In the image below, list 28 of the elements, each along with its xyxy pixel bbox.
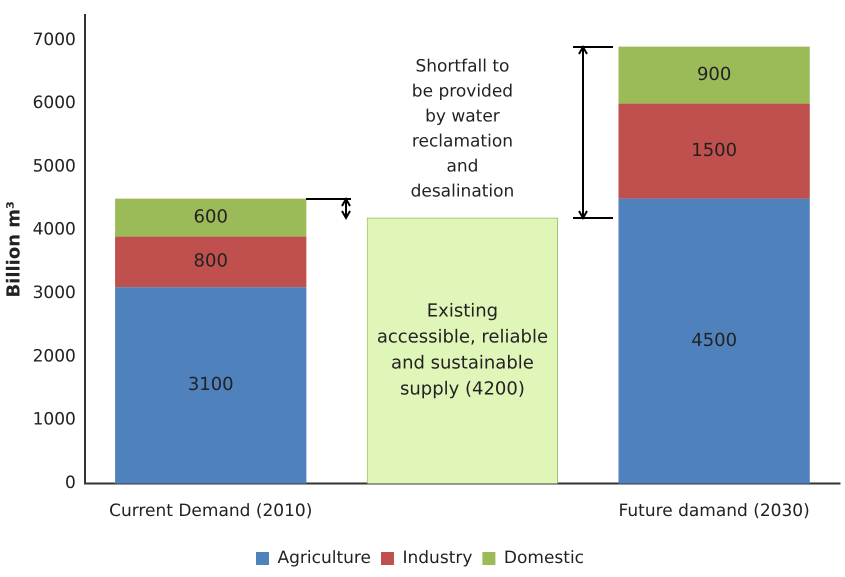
data-label: 4500 <box>691 330 738 351</box>
legend-label: Agriculture <box>277 548 371 568</box>
bar <box>618 104 810 199</box>
y-tick-label: 6000 <box>32 93 76 114</box>
legend-label: Domestic <box>504 548 584 568</box>
data-label: Existing accessible, reliable and sustainable supply (4200) <box>376 300 548 400</box>
bar <box>115 287 306 484</box>
y-tick-label: 4000 <box>32 220 76 240</box>
y-tick-label: 5000 <box>32 156 76 176</box>
data-label: 3100 <box>188 374 234 396</box>
data-label: 900 <box>696 64 732 85</box>
y-tick-label: 3000 <box>32 283 76 304</box>
bar <box>618 198 810 484</box>
data-label: 800 <box>194 250 228 272</box>
y-tick-label: 0 <box>65 473 76 494</box>
annotation: Shortfall to be provided by water reclamation and desalination <box>410 56 514 202</box>
y-axis-title: Billion m³ <box>3 201 24 298</box>
x-tick-label: Current Demand (2010) <box>109 501 312 522</box>
data-label: 1500 <box>691 140 738 161</box>
x-tick-label: Future damand (2030) <box>618 501 810 522</box>
data-label: 600 <box>194 206 228 228</box>
y-tick-label: 7000 <box>32 30 76 50</box>
bar <box>618 46 810 104</box>
y-tick-label: 1000 <box>32 410 76 430</box>
bar <box>115 236 306 288</box>
y-tick-label: 2000 <box>32 346 76 366</box>
legend-label: Industry <box>402 548 472 568</box>
bar <box>115 198 306 237</box>
